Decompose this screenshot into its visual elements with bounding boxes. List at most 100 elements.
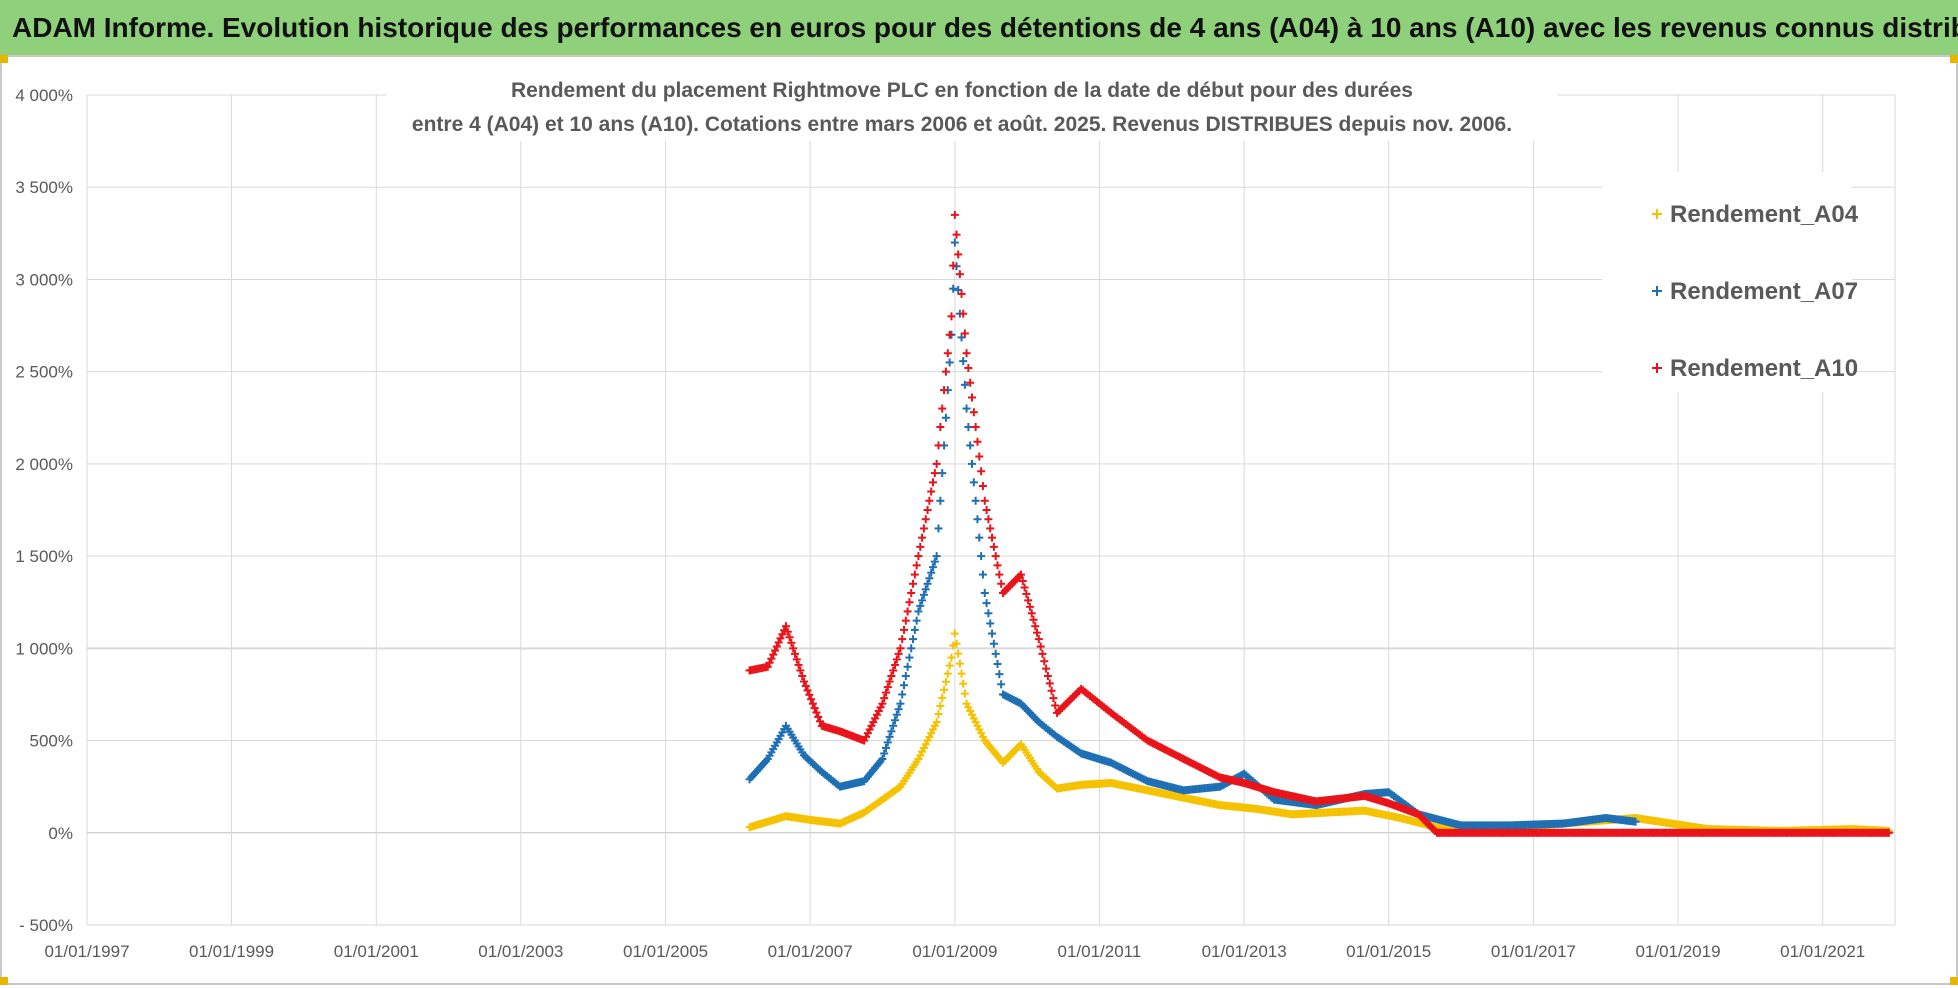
data-point [997,579,1006,588]
data-point [894,649,903,658]
y-tick-label: 1 500% [15,547,73,566]
data-point [1022,589,1031,598]
data-point [936,496,945,505]
data-point [960,380,969,389]
data-point [945,661,954,670]
y-tick-label: 1 000% [15,639,73,658]
data-point [898,690,907,699]
data-point [892,655,901,664]
data-point [991,649,1000,658]
data-point [778,630,787,639]
data-point [887,672,896,680]
data-point [805,690,814,699]
data-point [989,542,998,551]
chart-frame: - 500% 0% 500% 1 000% 1 500% 2 000% 2 500% 3 00… [0,55,1958,985]
data-point [881,743,890,752]
data-point [907,589,916,597]
data-point [980,496,989,505]
data-point [932,718,941,727]
x-tick-label: 01/01/2015 [1346,942,1431,961]
data-point [940,685,949,694]
data-point [950,629,959,638]
data-point [792,655,801,664]
x-tick-label: 01/01/2005 [623,942,708,961]
data-point [900,625,909,634]
x-tick-label: 01/01/1997 [44,942,129,961]
y-tick-label: - 500% [19,916,73,935]
data-point [767,654,776,663]
data-point [1038,649,1047,658]
data-point [781,622,790,631]
data-point [988,533,997,542]
data-point [919,590,928,599]
data-point [887,727,896,736]
data-point [878,755,887,763]
data-point [982,599,991,608]
data-point [801,681,810,690]
banner-title: ADAM Informe. Evolution historique des p… [0,0,1958,55]
x-tick-label: 01/01/2001 [334,942,419,961]
data-point [878,699,887,708]
data-point [938,469,947,478]
data-point [916,542,925,551]
legend-background [1602,172,1852,392]
chart-title-line2: entre 4 (A04) et 10 ans (A10). Cotations… [412,113,1512,136]
x-axis-ticks: 01/01/1997 01/01/1999 01/01/2001 01/01/2003… [44,942,1865,961]
data-point [984,515,993,524]
data-point [889,721,898,730]
data-point [943,669,952,678]
y-axis-ticks: - 500% 0% 500% 1 000% 1 500% 2 000% 2 500% 3 00… [15,86,73,935]
data-point [1033,628,1042,637]
x-tick-label: 01/01/2013 [1202,942,1287,961]
data-point [966,378,975,387]
data-point [912,616,921,625]
data-point [1020,583,1029,592]
data-point [1036,642,1045,651]
data-point [1016,570,1025,579]
data-point [774,638,783,647]
legend-item: Rendement_A10 [1652,355,1858,382]
data-point [966,441,975,450]
data-point [794,660,803,669]
data-point [799,677,808,686]
data-point [952,230,961,239]
data-point [945,358,954,367]
data-point [814,712,823,721]
data-point [973,437,982,446]
data-point [993,561,1002,570]
data-point [808,699,817,708]
chart-title-line1: Rendement du placement Rightmove PLC en … [511,79,1413,102]
data-point [955,659,964,668]
data-point [989,639,998,648]
data-point [919,524,928,533]
data-point [892,710,901,719]
data-point [785,633,794,642]
data-point [891,660,900,669]
data-point [803,686,812,695]
y-tick-label: 2 500% [15,363,73,382]
data-point [881,688,890,697]
data-point [950,238,959,247]
data-point [929,478,938,487]
data-point [977,552,986,561]
legend-label: Rendement_A04 [1670,201,1859,228]
data-point [954,250,963,259]
data-point [921,515,930,524]
data-point [959,309,968,318]
data-point [1031,622,1040,631]
data-point [947,653,956,662]
data-point [798,672,807,680]
data-point [769,650,778,659]
data-point [891,716,900,725]
gridlines [86,94,1896,926]
data-point [783,627,792,636]
data-point [980,589,989,597]
data-point [1040,657,1049,666]
data-point [938,693,947,702]
data-point [787,638,796,647]
data-point [932,552,941,561]
data-point [914,552,923,561]
x-tick-label: 01/01/2009 [912,942,997,961]
data-point [962,404,971,413]
data-point [934,441,943,450]
